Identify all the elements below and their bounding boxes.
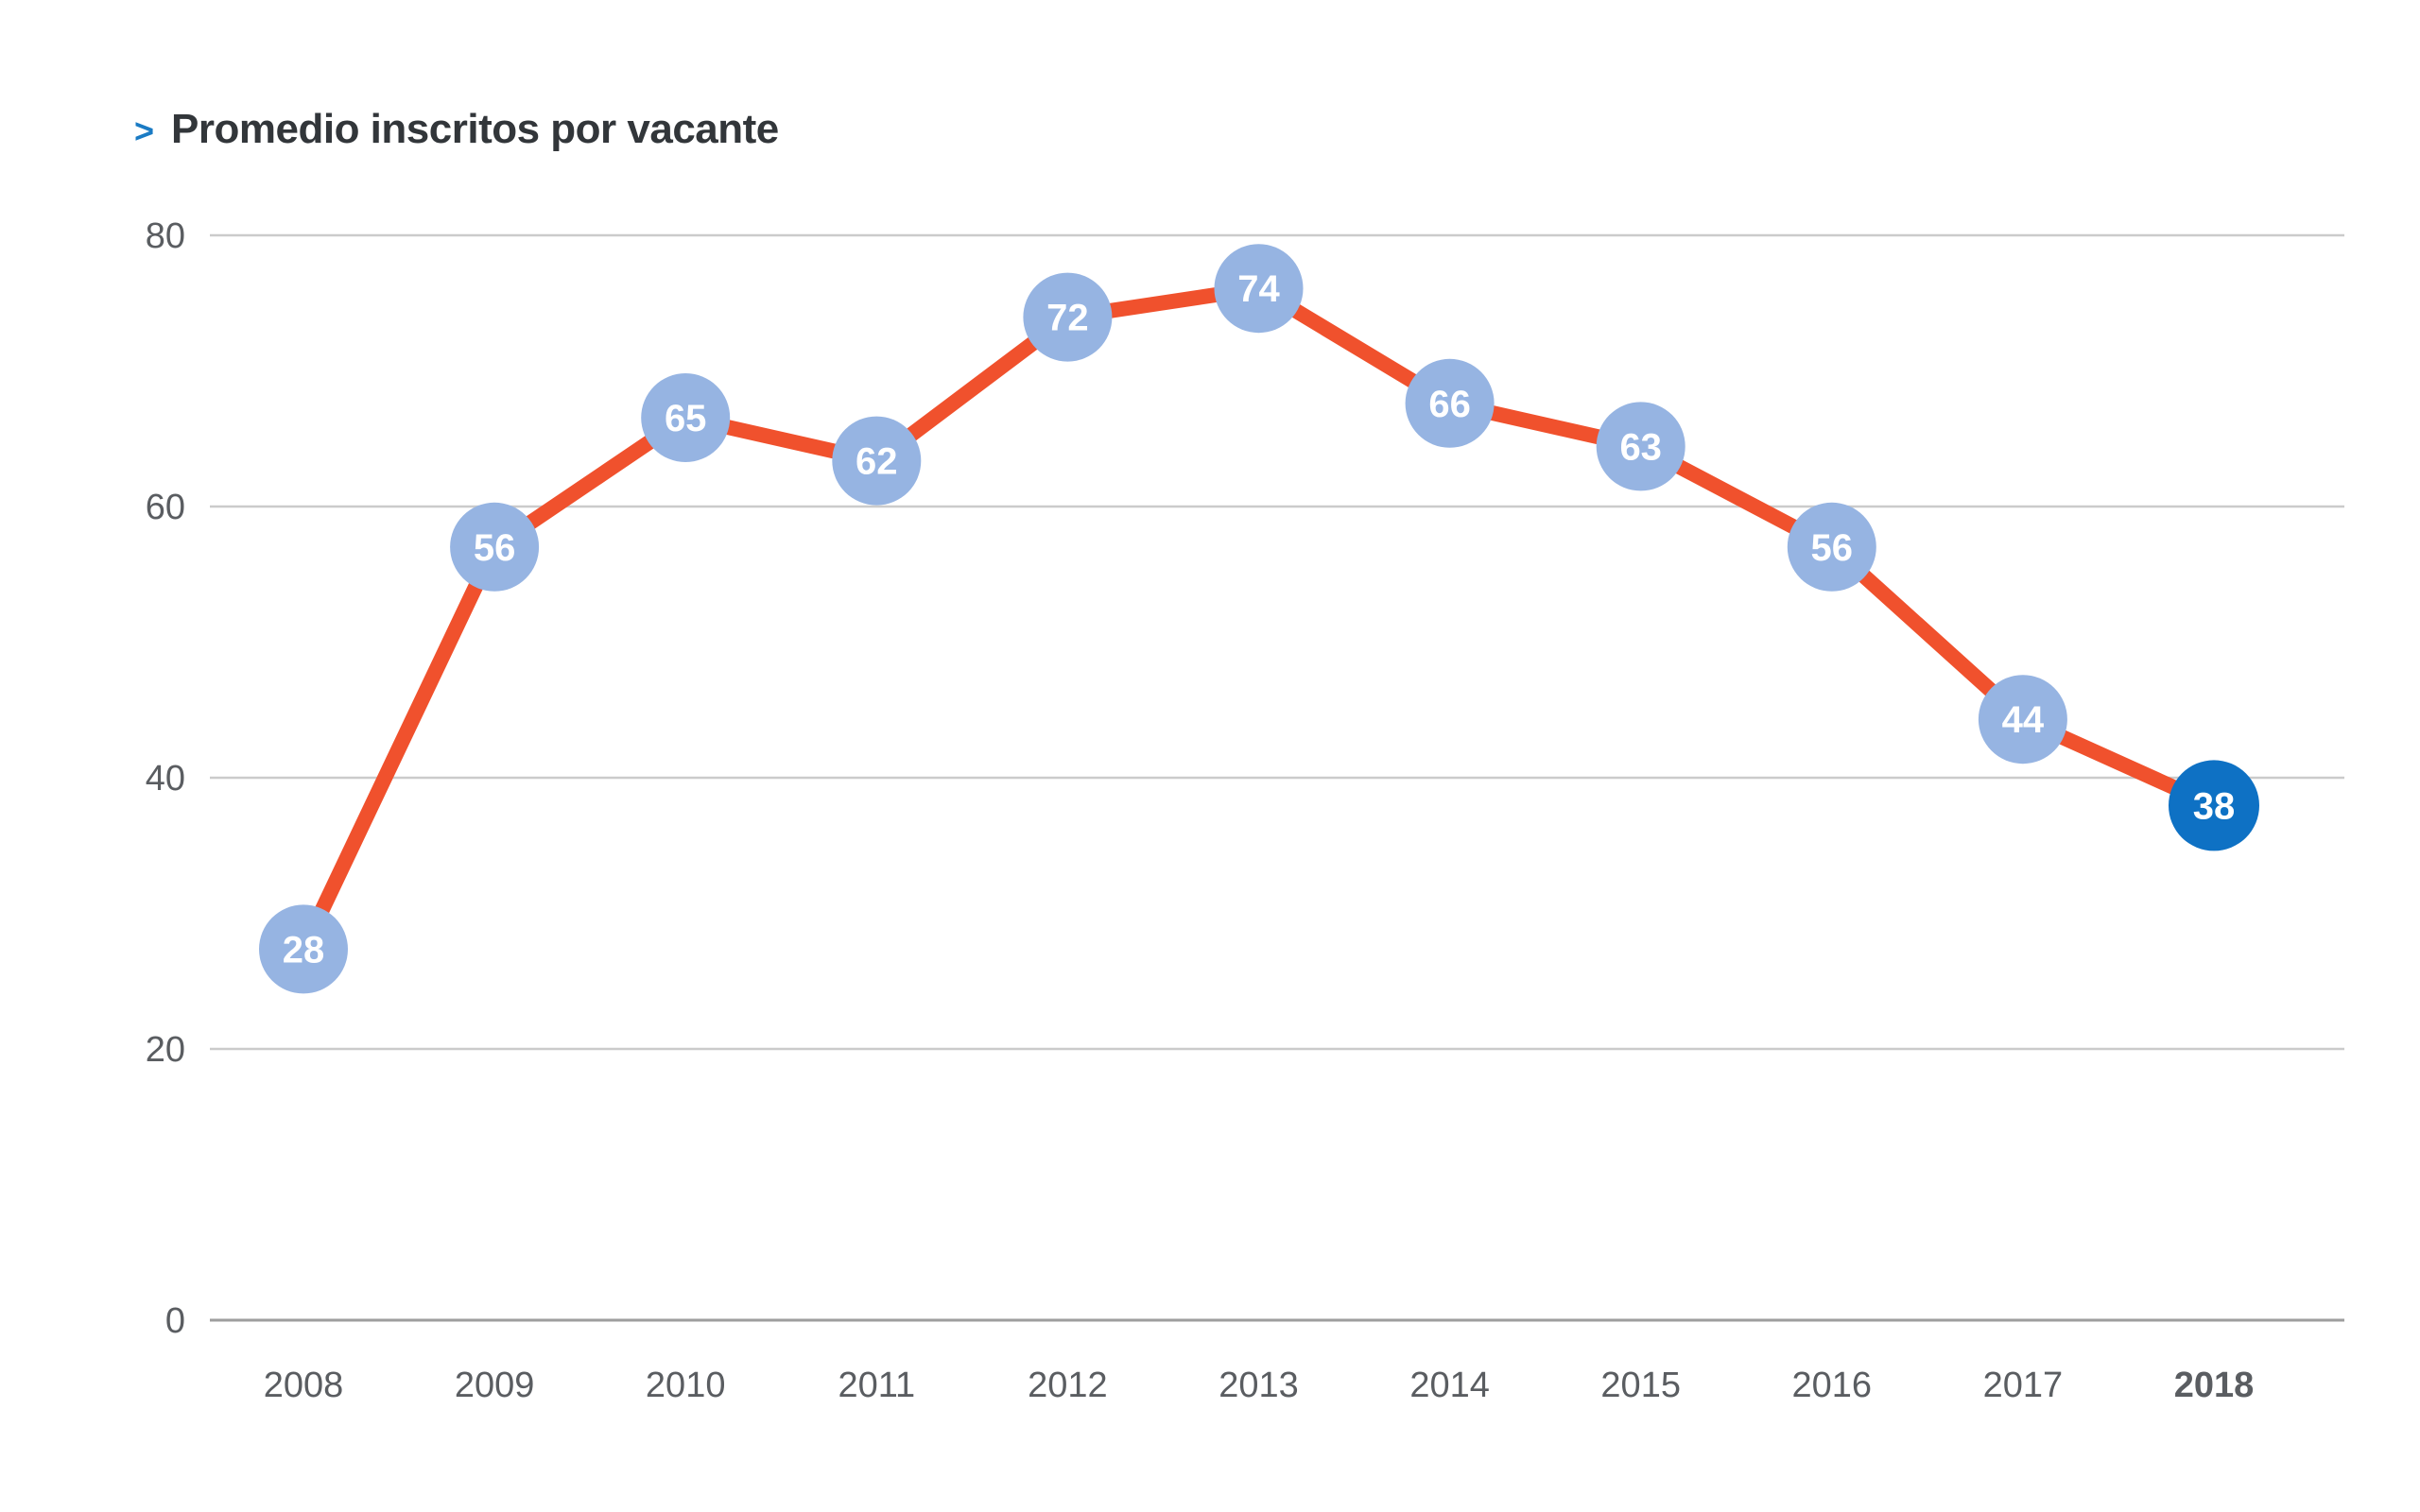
y-axis-tick-label: 40	[146, 759, 185, 799]
data-point-value: 66	[1428, 384, 1471, 425]
data-point-marker	[1787, 502, 1876, 592]
y-axis-tick-label: 60	[146, 488, 185, 527]
data-point-value: 72	[1046, 298, 1089, 339]
axis-label-layer: 0 20 40 60 80 2008 2009 2010 2011 2012 2013 2014 201…	[146, 216, 2255, 1405]
chart-title: Promedio inscritos por vacante	[171, 106, 779, 152]
grid-layer	[210, 233, 2344, 1322]
data-point-value: 44	[2002, 699, 2045, 741]
data-point-marker	[1405, 358, 1495, 448]
data-point-marker	[1214, 244, 1304, 334]
data-point-marker	[1023, 272, 1113, 362]
chevron-right-icon: >	[134, 112, 155, 150]
x-axis-tick-label: 2017	[1983, 1366, 2064, 1405]
trend-line	[296, 281, 2221, 957]
x-axis-tick-label: 2014	[1409, 1366, 1490, 1405]
data-point-value: 28	[283, 929, 325, 971]
data-point-marker	[1978, 675, 2067, 765]
x-axis-tick-label: 2008	[264, 1366, 344, 1405]
x-axis-tick-label: 2018	[2174, 1366, 2255, 1405]
data-point-marker	[832, 416, 922, 506]
x-axis-tick-label: 2012	[1028, 1366, 1108, 1405]
data-point-marker-highlighted	[2169, 760, 2259, 851]
data-point-value: 63	[1619, 426, 1662, 468]
y-axis-tick-label: 80	[146, 216, 185, 256]
x-axis-tick-label: 2009	[455, 1366, 535, 1405]
data-point-value: 65	[665, 398, 707, 439]
data-point-value: 38	[2193, 785, 2236, 827]
data-point-marker	[259, 904, 348, 994]
data-point-marker	[1596, 402, 1685, 491]
trend-line-layer	[296, 281, 2221, 957]
data-point-value: 56	[1811, 527, 1854, 569]
y-axis-tick-label: 20	[146, 1030, 185, 1070]
x-axis-tick-label: 2016	[1792, 1366, 1873, 1405]
data-point-value: 74	[1237, 268, 1280, 310]
y-axis-tick-label: 0	[165, 1301, 185, 1341]
data-point-layer: 28 56 65 62 72 74 66 63 56 44 38	[259, 244, 2259, 994]
x-axis-tick-label: 2011	[838, 1366, 915, 1405]
x-axis-tick-label: 2013	[1219, 1366, 1299, 1405]
data-point-marker	[641, 373, 731, 462]
x-axis-tick-label: 2015	[1600, 1366, 1681, 1405]
data-point-value: 56	[474, 527, 516, 569]
chart-title-block: > Promedio inscritos por vacante	[134, 106, 779, 153]
x-axis-tick-label: 2010	[646, 1366, 726, 1405]
data-point-value: 62	[856, 441, 898, 483]
data-point-marker	[450, 502, 540, 592]
